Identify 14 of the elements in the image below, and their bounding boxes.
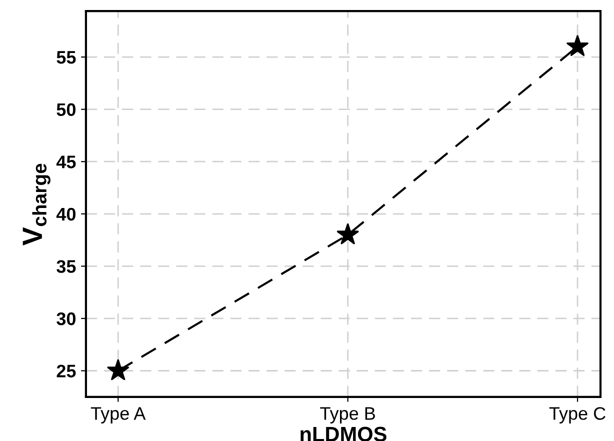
- y-tick-label: 35: [56, 260, 76, 273]
- y-tick-label: 30: [56, 312, 76, 326]
- y-tick-label: 40: [56, 208, 76, 221]
- point: [336, 223, 360, 244]
- y-tick-label: 45: [56, 156, 76, 168]
- y-tick-label: 25: [56, 364, 76, 378]
- point: [566, 34, 589, 56]
- y-tick-label: 55: [56, 51, 76, 64]
- x-tick-label: Type B: [320, 407, 375, 424]
- y-axis-title: V$_{charge}$: [22, 164, 50, 246]
- y-tick-label: 50: [56, 103, 76, 116]
- x-tick-label: Type C: [549, 407, 606, 424]
- point: [106, 358, 130, 380]
- x-tick-label: Type A: [90, 407, 146, 424]
